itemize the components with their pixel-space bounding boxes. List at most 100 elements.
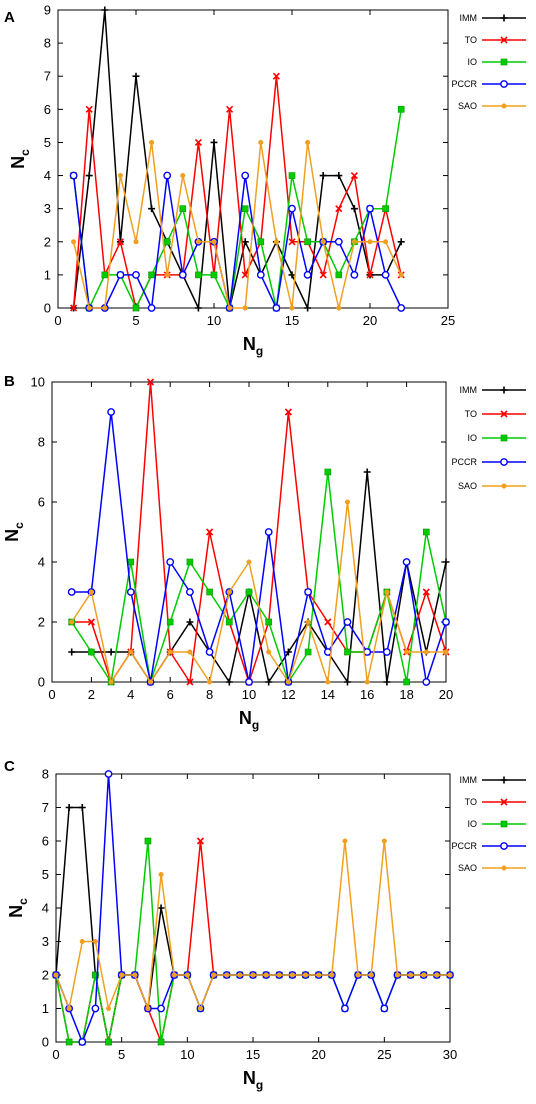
data-point: [383, 678, 391, 686]
data-point: [384, 589, 390, 595]
series-line: [72, 9, 402, 309]
series-to: [52, 837, 218, 1046]
data-point: [65, 1038, 73, 1046]
series-line: [71, 501, 446, 683]
data-point: [108, 679, 114, 685]
data-point: [71, 239, 77, 245]
data-point: [196, 837, 205, 845]
series-line: [72, 141, 402, 309]
data-point: [343, 618, 352, 626]
data-point: [442, 618, 450, 626]
y-axis-label: Nc: [6, 898, 30, 918]
legend-item: SAO: [458, 481, 526, 491]
data-point: [288, 204, 296, 213]
data-point: [194, 304, 202, 312]
data-point: [210, 271, 218, 279]
data-point: [325, 679, 331, 685]
series-pccr: [67, 408, 450, 686]
data-point: [289, 972, 295, 978]
legend-marker: [501, 103, 507, 109]
data-point: [381, 270, 390, 279]
x-tick-label: 8: [206, 687, 213, 702]
x-tick-label: 20: [363, 313, 377, 328]
data-point: [128, 649, 134, 655]
legend-item: PCCR: [451, 79, 526, 89]
panel-letter: B: [4, 373, 15, 390]
data-point: [79, 938, 85, 945]
data-point: [320, 239, 326, 245]
series-line: [55, 840, 215, 1043]
legend-label: IO: [467, 57, 477, 67]
y-tick-label: 3: [44, 201, 51, 216]
x-tick-label: 15: [246, 1047, 260, 1062]
data-point: [69, 619, 75, 625]
data-point: [380, 1004, 389, 1013]
data-point: [336, 305, 342, 311]
x-tick-label: 16: [360, 687, 374, 702]
data-point: [158, 871, 164, 878]
legend-item: IMM: [460, 385, 526, 395]
data-point: [273, 239, 279, 245]
x-tick-label: 18: [399, 687, 413, 702]
data-point: [324, 468, 332, 476]
x-tick-label: 30: [443, 1047, 457, 1062]
y-tick-label: 8: [42, 767, 49, 782]
data-point: [350, 205, 358, 213]
data-point: [344, 499, 351, 505]
legend-marker: [500, 842, 508, 850]
data-point: [166, 618, 174, 626]
series-sao: [53, 838, 453, 1012]
data-point: [341, 1004, 349, 1013]
data-point: [366, 204, 374, 213]
data-point: [195, 271, 202, 279]
legend-label: TO: [465, 797, 477, 807]
data-point: [66, 1005, 72, 1012]
data-point: [132, 304, 140, 312]
y-tick-label: 6: [44, 102, 51, 117]
data-point: [145, 1005, 151, 1012]
data-point: [382, 648, 391, 656]
y-tick-label: 4: [42, 901, 49, 916]
data-point: [149, 139, 155, 145]
data-point: [404, 649, 410, 655]
legend-label: IO: [467, 819, 477, 829]
data-point: [421, 972, 427, 978]
y-tick-label: 6: [42, 834, 49, 849]
data-point: [422, 678, 431, 686]
x-tick-label: 0: [48, 687, 55, 702]
x-tick-label: 2: [88, 687, 95, 702]
y-tick-label: 0: [44, 301, 51, 316]
data-point: [101, 6, 109, 14]
data-point: [422, 588, 430, 596]
legend-label: PCCR: [451, 79, 477, 89]
data-point: [226, 618, 233, 626]
data-point: [402, 558, 411, 566]
x-axis-label-main: N: [243, 1068, 256, 1088]
data-point: [397, 106, 405, 113]
data-point: [227, 305, 233, 311]
legend-marker: [501, 865, 507, 871]
y-axis-label: Nc: [2, 522, 26, 542]
legend-label: IMM: [460, 385, 478, 395]
legend-label: TO: [465, 35, 477, 45]
data-point: [211, 972, 217, 978]
y-axis-label-main: N: [8, 156, 28, 169]
data-point: [382, 205, 389, 212]
data-point: [319, 172, 327, 180]
data-point: [398, 272, 404, 278]
x-tick-label: 10: [242, 687, 256, 702]
data-point: [381, 838, 387, 844]
data-point: [408, 972, 414, 978]
legend-marker: [500, 458, 508, 466]
x-tick-label: 25: [377, 1047, 391, 1062]
x-tick-label: 4: [127, 687, 134, 702]
data-point: [258, 139, 264, 145]
data-point: [171, 972, 177, 978]
data-point: [289, 305, 295, 311]
legend-item: TO: [465, 797, 526, 807]
legend-label: SAO: [458, 481, 477, 491]
panel-letter: C: [4, 758, 15, 775]
y-tick-label: 0: [38, 675, 45, 690]
data-point: [447, 972, 453, 978]
